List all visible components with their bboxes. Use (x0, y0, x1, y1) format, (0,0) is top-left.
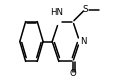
Text: N: N (80, 37, 87, 46)
Text: S: S (82, 5, 88, 14)
Text: O: O (70, 69, 77, 78)
Text: HN: HN (50, 8, 63, 17)
